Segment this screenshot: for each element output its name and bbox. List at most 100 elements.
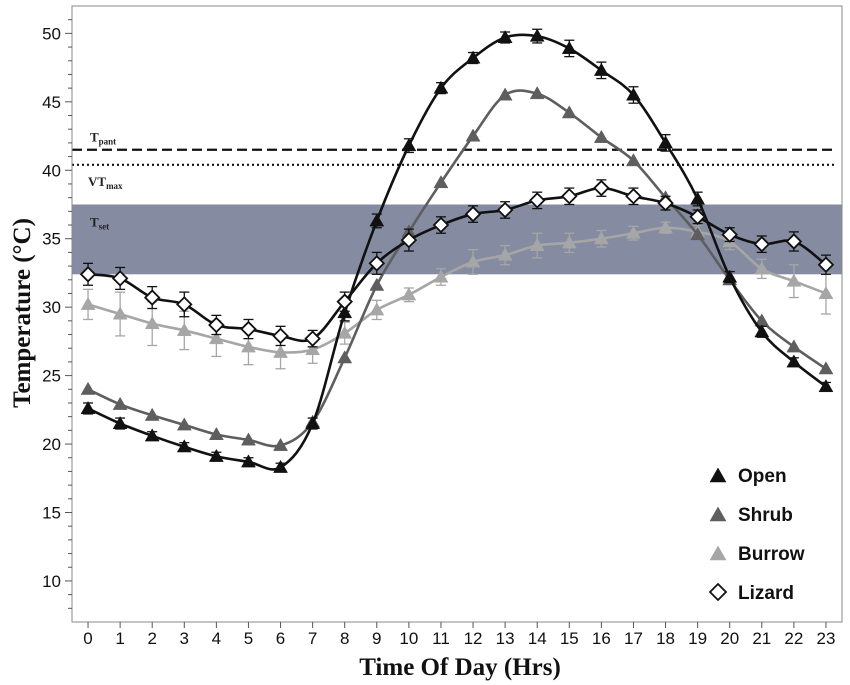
plot-frame (71, 5, 843, 623)
data-point-burrow (658, 220, 673, 234)
data-point-shrub (786, 339, 802, 353)
legend-marker-shrub (709, 506, 727, 522)
data-point-shrub (337, 350, 353, 364)
data-point-burrow (144, 316, 160, 330)
x-tick-label: 22 (784, 629, 803, 648)
data-point-lizard (272, 327, 289, 345)
data-point-lizard (721, 226, 738, 243)
x-tick-label: 9 (372, 629, 381, 648)
series-lizard (79, 179, 835, 348)
tpant-label: Tpant (90, 130, 116, 147)
data-point-shrub (369, 277, 385, 291)
data-point-burrow (626, 225, 641, 239)
x-tick-label: 13 (496, 629, 515, 648)
data-point-open (273, 459, 288, 473)
data-point-open (465, 50, 481, 64)
data-point-lizard (593, 179, 610, 197)
legend: Open Shrub Burrow Lizard (708, 466, 805, 604)
data-point-burrow (786, 273, 802, 287)
y-tick-label: 45 (42, 93, 61, 112)
data-point-burrow (112, 306, 128, 320)
data-point-open (593, 62, 609, 76)
x-tick-label: 7 (308, 629, 317, 648)
series-open (80, 28, 834, 473)
series-layer (79, 28, 835, 473)
x-tick-label: 17 (624, 629, 643, 648)
x-tick-label: 18 (656, 629, 675, 648)
x-tick-label: 12 (464, 629, 483, 648)
legend-label-shrub: Shrub (738, 505, 793, 526)
data-point-lizard (208, 316, 225, 334)
data-point-burrow (337, 325, 353, 339)
data-point-open (144, 428, 160, 442)
data-point-open (401, 138, 417, 152)
data-point-open (658, 135, 673, 149)
y-tick-label: 50 (42, 24, 61, 43)
data-point-lizard (368, 255, 386, 272)
y-tick-label: 10 (42, 572, 61, 591)
data-point-open (433, 80, 449, 94)
legend-item-open: Open (709, 466, 787, 487)
data-point-lizard (336, 293, 353, 310)
data-point-open (626, 87, 641, 101)
vtmax-label: VTmax (88, 174, 123, 191)
data-point-burrow (176, 322, 192, 336)
data-point-shrub (465, 128, 481, 142)
data-point-lizard (657, 194, 674, 212)
data-point-burrow (818, 285, 834, 299)
data-point-open (786, 354, 802, 368)
data-point-lizard (464, 205, 482, 223)
data-point-lizard (176, 296, 193, 313)
data-point-open (241, 454, 256, 468)
x-tick-label: 23 (816, 629, 835, 648)
data-point-lizard (785, 233, 803, 250)
x-tick-label: 5 (244, 629, 253, 648)
data-point-burrow (433, 269, 449, 283)
data-point-open (208, 448, 224, 462)
data-point-open (305, 416, 321, 430)
data-point-lizard (625, 188, 642, 205)
x-tick-label: 4 (212, 629, 221, 648)
data-point-lizard (432, 216, 450, 234)
y-tick-label: 30 (42, 298, 61, 317)
x-tick-label: 6 (276, 629, 285, 648)
y-tick-label: 35 (42, 230, 61, 249)
legend-item-lizard: Lizard (708, 582, 794, 604)
data-point-burrow (305, 342, 321, 356)
data-point-lizard (561, 188, 578, 205)
legend-marker-lizard (708, 582, 728, 602)
x-tick-label: 19 (688, 629, 707, 648)
legend-label-open: Open (738, 466, 787, 487)
data-point-lizard (689, 208, 706, 226)
data-point-burrow (273, 344, 288, 358)
x-tick-label: 0 (83, 629, 92, 648)
data-point-shrub (593, 129, 609, 143)
x-tick-label: 21 (752, 629, 771, 648)
data-point-shrub (273, 437, 288, 451)
data-point-lizard (240, 320, 257, 338)
tset-label-sub: set (99, 221, 110, 231)
data-point-burrow (497, 247, 513, 261)
y-axis-title: Temperature (°C) (9, 218, 36, 408)
data-point-shrub (241, 432, 256, 446)
vtmax-label-sub: max (106, 181, 123, 191)
data-point-shrub (497, 87, 513, 101)
legend-label-burrow: Burrow (738, 544, 805, 565)
data-point-lizard (753, 235, 771, 253)
x-tick-label: 14 (528, 629, 547, 648)
data-point-shrub (690, 227, 706, 241)
legend-item-burrow: Burrow (709, 544, 805, 565)
data-point-burrow (80, 296, 96, 310)
data-point-open (112, 416, 128, 430)
data-point-lizard (304, 330, 321, 347)
data-point-burrow (465, 254, 481, 268)
y-axis-title-main: Temperature ( (9, 254, 36, 407)
legend-item-shrub: Shrub (709, 505, 793, 526)
data-point-lizard (817, 256, 835, 273)
data-point-lizard (400, 231, 418, 249)
x-tick-label: 20 (720, 629, 739, 648)
y-axis-title-unit: °C) (9, 218, 36, 254)
data-point-lizard (528, 192, 546, 209)
data-point-burrow (208, 331, 224, 345)
x-tick-label: 15 (560, 629, 579, 648)
